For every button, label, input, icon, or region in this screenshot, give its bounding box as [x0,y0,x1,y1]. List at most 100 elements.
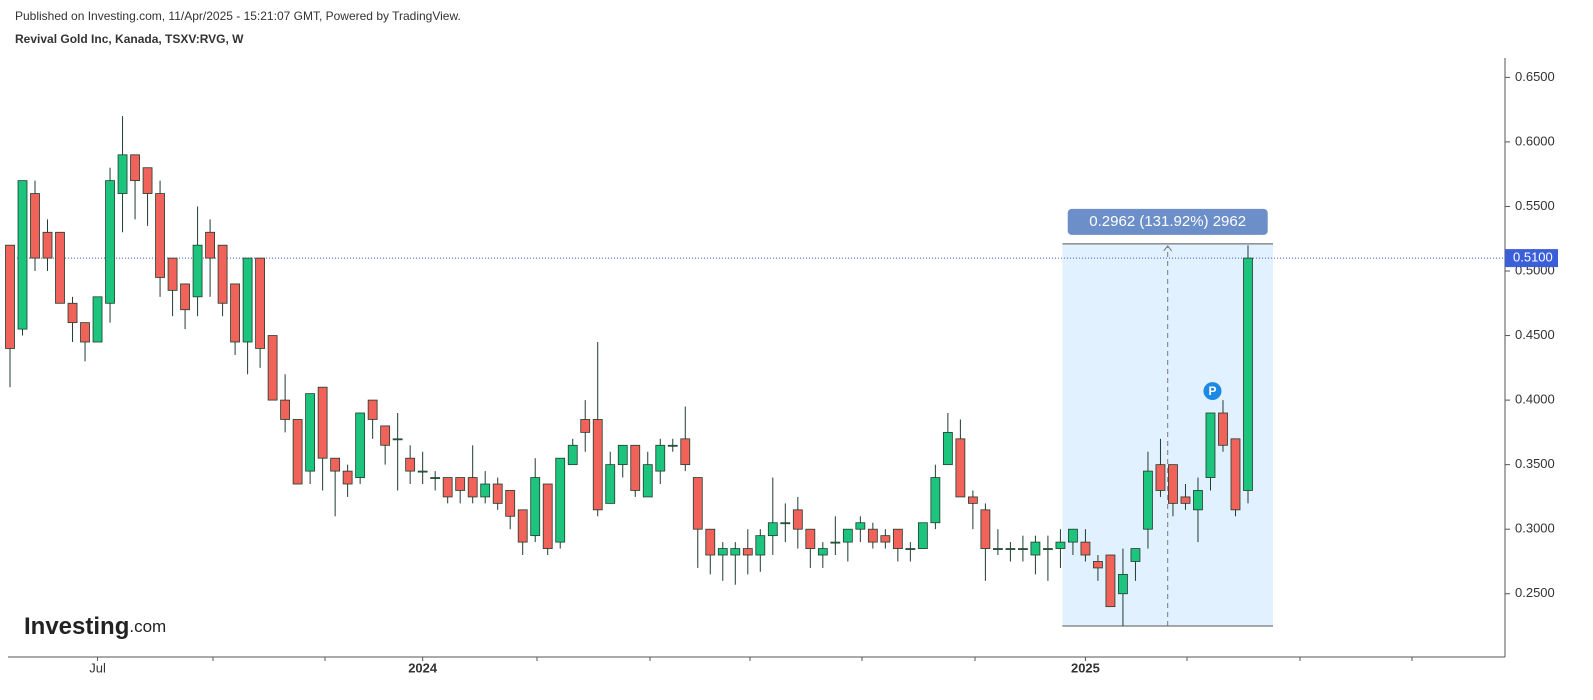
y-tick-label: 0.3000 [1515,521,1555,536]
y-tick-label: 0.4500 [1515,327,1555,342]
candle-body [1243,257,1253,491]
candle-body [655,444,666,472]
candle-body [317,386,328,459]
price-label-bg [1505,249,1558,268]
candle-body [1130,548,1141,562]
candle-body [117,154,128,194]
candle-body [1055,541,1066,549]
y-tick-label: 0.5500 [1515,198,1555,213]
candle-body [1080,541,1091,556]
candle-body [605,464,616,504]
candle-body [1030,541,1041,556]
candle-body [592,419,603,511]
candle-body [917,522,928,549]
candle-body [280,399,291,420]
candle-body [167,257,178,291]
candle-body [980,509,991,549]
candle-body [217,244,228,304]
symbol-title: Revival Gold Inc, Kanada, TSXV:RVG, W [15,32,244,46]
candle-body [817,548,828,556]
candle-body [717,548,728,556]
y-tick-label: 0.6500 [1515,69,1555,84]
candle-body [42,231,53,259]
candle-body [430,477,441,479]
candle-body [180,283,190,311]
candle-body [667,444,678,447]
candle-body [342,470,353,485]
candle-body [480,483,491,498]
candle-body [1155,464,1166,491]
candle-body [55,231,65,304]
candle-body [505,490,516,517]
candle-body [1105,554,1116,608]
published-note: Published on Investing.com, 11/Apr/2025 … [15,9,461,23]
candle-body [142,167,153,194]
candle-body [1230,438,1241,511]
candle-body [1180,496,1191,504]
candle-body [305,393,316,472]
y-tick-label: 0.2500 [1515,585,1555,600]
candle-body [530,477,541,537]
candle-body [905,548,916,550]
x-tick-label: Jul [89,660,106,675]
candle-body [492,483,503,504]
logo-name: Investing [24,613,129,640]
candle-body [555,457,566,543]
candle-body [580,419,591,433]
candle-body [130,154,140,182]
candle-body [1218,412,1228,446]
x-tick-label: 2024 [408,660,438,675]
candle-body [842,528,853,543]
y-tick-label: 0.6000 [1515,133,1555,148]
candle-body [1093,561,1103,569]
candle-body [955,438,966,498]
logo: Investing.com [24,613,166,640]
candle-body [942,431,953,466]
candle-body [1005,548,1016,550]
logo-suffix: .com [129,617,166,636]
candle-body [1168,464,1178,504]
candle-body [992,548,1003,550]
candle-body [5,244,15,349]
candle-body [30,193,40,259]
candle-body [192,244,203,298]
candle-body [105,180,115,304]
candle-body [642,464,653,498]
measure-label: 0.2962 (131.92%) 2962 [1089,213,1246,230]
candle-body [855,522,866,530]
candle-body [1205,412,1216,478]
candle-body [1068,528,1078,543]
candle-body [267,335,278,401]
candle-body [392,438,403,441]
candle-body [630,444,641,491]
candle-body [792,509,803,530]
candle-body [455,477,466,491]
candle-body [367,399,378,420]
candle-body [67,302,78,324]
candle-body [92,296,103,343]
candle-body [205,231,215,259]
x-tick-label: 2025 [1071,660,1100,675]
candle-body [867,528,878,543]
candle-body [242,257,253,343]
candle-body [292,419,303,485]
candle-body [892,528,903,549]
candle-body [680,438,691,466]
candle-body [467,477,478,498]
candle-body [967,496,978,504]
candle-body [330,457,341,472]
candle-body [567,444,578,466]
candle-body [755,535,766,556]
candle-body [742,548,753,556]
candle-body [617,444,628,466]
candle-body [517,509,528,543]
marker-dot [1203,382,1222,401]
candle-body [692,477,703,530]
price-label: 0.5100 [1513,250,1553,265]
candle-body [80,322,90,343]
candle-body [730,548,741,556]
measure-arrow-head [1163,245,1173,252]
candle-body [17,180,28,330]
candle-body [155,193,165,278]
